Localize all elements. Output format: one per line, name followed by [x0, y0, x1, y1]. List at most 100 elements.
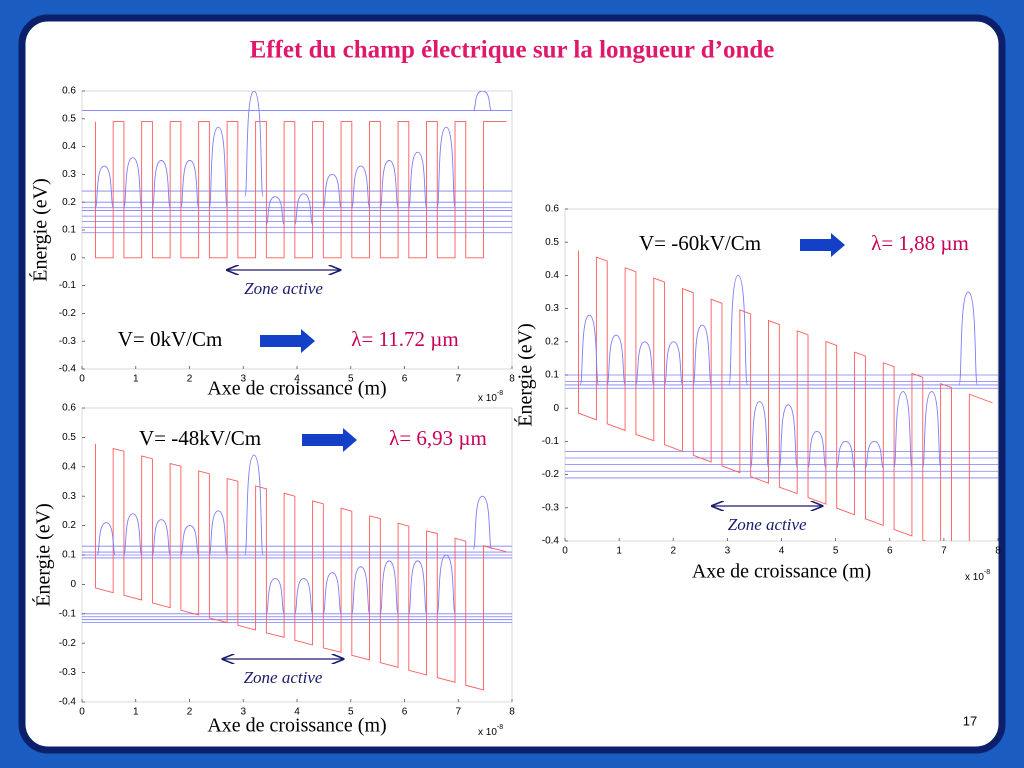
y-tick-label: 0.4	[62, 461, 76, 472]
wavefunction	[351, 165, 371, 209]
wavefunction	[322, 173, 342, 209]
wavefunction	[958, 291, 978, 386]
x-tick-label: 5	[833, 546, 839, 557]
zone-label: Zone active	[728, 515, 807, 534]
wavefunction	[728, 274, 748, 386]
wavefunction	[579, 314, 599, 386]
x-scale-exponent: -8	[497, 390, 503, 397]
y-tick-label: 0	[70, 252, 76, 263]
wavefunction	[663, 341, 684, 386]
x-tick-label: 5	[348, 374, 354, 385]
wavelength-label: λ= 11.72 µm	[351, 327, 458, 351]
y-tick-label: 0.4	[62, 141, 76, 152]
plot-area	[82, 91, 512, 259]
plot-area	[82, 443, 512, 691]
y-tick-label: 0.5	[545, 237, 559, 248]
x-tick-label: 7	[455, 707, 461, 718]
y-axis-label: Énergie (eV)	[32, 503, 55, 606]
wavefunction	[180, 525, 200, 556]
x-tick-label: 4	[779, 546, 785, 557]
y-tick-label: 0.2	[62, 197, 76, 208]
x-tick-label: 0	[79, 707, 85, 718]
wavefunction	[244, 91, 264, 198]
zone-label: Zone active	[244, 668, 323, 687]
wavefunction	[294, 578, 314, 615]
x-scale-exponent: -8	[497, 724, 503, 731]
wavefunction	[208, 510, 228, 556]
wavefunction	[123, 513, 143, 556]
field-label: V= 0kV/Cm	[118, 327, 223, 351]
y-axis-label: Énergie (eV)	[514, 323, 537, 426]
wavefunction	[408, 151, 428, 209]
y-tick-label: 0.5	[62, 113, 76, 124]
potential-profile	[578, 250, 993, 541]
x-tick-label: 1	[616, 546, 622, 557]
x-tick-label: 3	[240, 707, 246, 718]
y-tick-label: 0.5	[62, 432, 76, 443]
x-tick-label: 8	[995, 546, 1001, 557]
y-tick-label: -0.3	[59, 667, 77, 678]
x-tick-label: 0	[79, 374, 85, 385]
wavefunction	[436, 126, 456, 209]
y-tick-label: -0.2	[59, 308, 77, 319]
x-tick-label: 6	[402, 707, 408, 718]
x-tick-label: 1	[133, 374, 139, 385]
wavefunction	[807, 430, 827, 469]
x-tick-label: 7	[941, 546, 947, 557]
wavefunction	[351, 566, 371, 615]
y-tick-label: 0.3	[62, 169, 76, 180]
wavefunction	[180, 160, 200, 209]
wavefunction	[244, 454, 264, 556]
y-tick-label: -0.4	[59, 364, 77, 375]
x-scale-label: x 10-8	[478, 724, 503, 738]
wavefunction	[379, 160, 399, 209]
x-axis-label: Axe de croissance (m)	[692, 561, 871, 583]
field-label: V= -60kV/Cm	[639, 231, 761, 255]
x-tick-label: 4	[294, 374, 300, 385]
y-tick-label: -0.3	[59, 336, 77, 347]
wavefunction	[635, 341, 655, 386]
wavefunction	[436, 554, 456, 615]
x-tick-label: 7	[455, 374, 461, 385]
y-tick-label: -0.1	[542, 436, 560, 447]
x-tick-label: 4	[294, 707, 300, 718]
wavefunction	[749, 401, 770, 469]
x-scale-base: x 10	[965, 572, 984, 583]
x-tick-label: 6	[402, 374, 408, 385]
y-tick-label: 0	[553, 403, 559, 414]
y-tick-label: -0.2	[542, 469, 560, 480]
x-tick-label: 5	[348, 707, 354, 718]
wavefunction	[408, 560, 428, 615]
y-tick-label: 0.6	[545, 204, 559, 215]
x-scale-base: x 10	[478, 393, 497, 404]
page-number: 17	[963, 713, 977, 728]
y-tick-label: -0.4	[542, 536, 560, 547]
zone-label: Zone active	[244, 279, 323, 298]
block-arrow	[260, 329, 315, 353]
y-tick-label: 0.3	[62, 491, 76, 502]
field-label: V= -48kV/Cm	[139, 426, 261, 450]
x-axis-label: Axe de croissance (m)	[207, 378, 386, 400]
x-tick-label: 6	[887, 546, 893, 557]
x-scale-label: x 10-8	[478, 390, 503, 404]
y-tick-label: 0	[70, 579, 76, 590]
x-tick-label: 3	[725, 546, 731, 557]
wavefunction	[322, 572, 342, 615]
y-tick-label: 0.4	[545, 270, 559, 281]
y-tick-label: -0.2	[59, 638, 77, 649]
wavelength-label: λ= 6,93 µm	[389, 426, 487, 450]
wavefunction	[265, 578, 285, 615]
y-tick-label: 0.1	[545, 370, 559, 381]
x-tick-label: 3	[240, 374, 246, 385]
slide-title: Effet du champ électrique sur la longueu…	[250, 37, 775, 64]
x-tick-label: 2	[670, 546, 676, 557]
y-tick-label: 0.3	[545, 303, 559, 314]
wavefunction	[123, 157, 143, 209]
wavefunction	[265, 196, 285, 225]
wavefunction	[692, 324, 712, 386]
wavefunction	[151, 160, 171, 209]
x-tick-label: 2	[187, 374, 193, 385]
wavefunction	[379, 560, 399, 615]
wavefunction	[96, 522, 116, 556]
